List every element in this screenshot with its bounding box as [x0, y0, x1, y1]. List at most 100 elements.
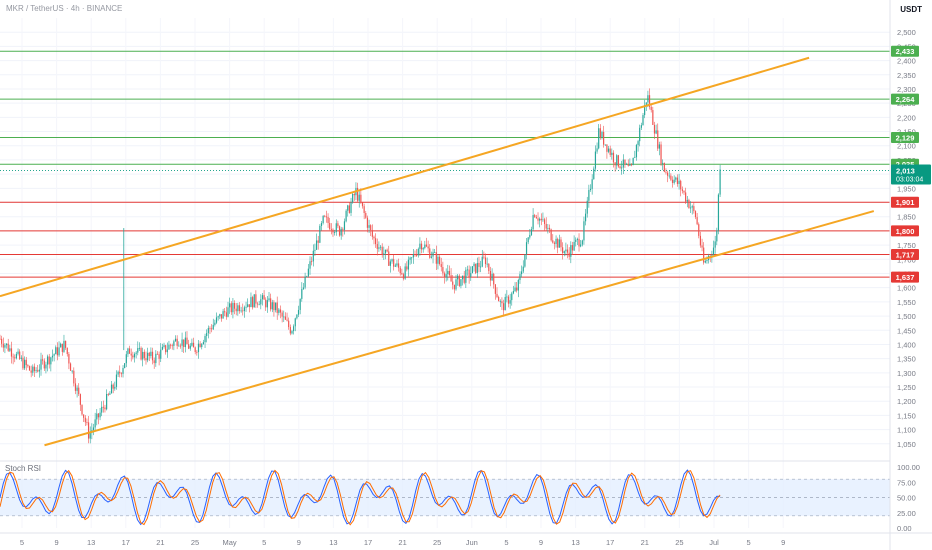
candle-body	[432, 252, 434, 257]
candle-body	[424, 244, 426, 249]
chart-title: MKR / TetherUS · 4h · BINANCE	[6, 4, 123, 13]
candle-body	[227, 307, 229, 317]
candle-body	[657, 130, 659, 149]
stoch-rsi-label: Stoch RSI	[5, 464, 42, 473]
candle-body	[288, 320, 290, 328]
candle-body	[356, 187, 359, 201]
candle-body	[601, 131, 603, 138]
candle-body	[56, 347, 59, 356]
candle-body	[589, 188, 592, 191]
candle-body	[271, 302, 273, 310]
candle-body	[2, 343, 4, 348]
candle-body	[594, 151, 597, 169]
candle-body	[471, 266, 474, 274]
candle-body	[48, 356, 50, 365]
candle-body	[598, 128, 600, 149]
candle-body	[50, 357, 52, 365]
candle-body	[566, 249, 569, 253]
candle-body	[340, 228, 342, 236]
candle-body	[676, 177, 679, 184]
candle-body	[465, 269, 467, 283]
candle-body	[342, 228, 344, 230]
candle-body	[127, 348, 129, 355]
candle-body	[243, 307, 246, 312]
candle-body	[212, 324, 214, 330]
candle-body	[260, 299, 262, 305]
candle-body	[202, 342, 204, 345]
candle-body	[539, 218, 541, 221]
candle-body	[491, 273, 493, 281]
candle-body	[461, 275, 464, 280]
price-channel[interactable]	[0, 56, 875, 447]
candle-body	[558, 239, 560, 248]
time-tick-label: 21	[398, 538, 406, 547]
candle-body	[630, 164, 633, 166]
candle-body	[453, 284, 455, 290]
price-tick-label: 2,200	[897, 113, 916, 122]
price-tick-label: 2,300	[897, 85, 916, 94]
candle-body	[652, 110, 654, 125]
price-tick-label: 1,100	[897, 426, 916, 435]
candle-body	[220, 314, 223, 319]
candle-body	[279, 309, 282, 313]
candle-body	[388, 251, 390, 266]
candle-body	[680, 180, 682, 190]
time-axis[interactable]: 5 9 13 17 21 25 May 5 9 13 17 21 25 Jun 5 9 13 17 21 25 Jul 5…	[20, 538, 785, 547]
candle-body	[553, 242, 556, 244]
candle-body	[196, 351, 198, 353]
candle-body	[296, 314, 298, 319]
countdown-label: 03:03:04	[896, 176, 923, 183]
candle-body	[498, 297, 500, 302]
candle-body	[5, 343, 8, 346]
candle-body	[51, 355, 54, 358]
candle-body	[619, 166, 621, 169]
candle-body	[717, 194, 720, 231]
candle-body	[685, 192, 687, 202]
candle-body	[97, 413, 100, 418]
candle-body	[430, 256, 432, 258]
candle-body	[24, 359, 26, 369]
candle-body	[670, 175, 672, 180]
candle-body	[252, 297, 254, 308]
candle-body	[137, 348, 139, 353]
candle-body	[701, 245, 703, 248]
candle-body	[169, 344, 172, 346]
price-tick-label: 1,150	[897, 411, 916, 420]
candle-body	[163, 345, 165, 347]
candle-body	[452, 281, 454, 285]
candle-body	[314, 249, 316, 251]
candle-body	[698, 224, 700, 236]
candle-body	[686, 199, 688, 202]
candle-body	[96, 413, 98, 420]
candle-body	[138, 347, 141, 349]
candle-body	[455, 279, 457, 290]
horizontal-levels[interactable]	[0, 50, 890, 278]
candle-body	[555, 238, 557, 244]
support-level-badge	[891, 248, 919, 260]
candle-body	[320, 223, 323, 226]
candle-body	[696, 217, 698, 225]
candle-body	[188, 344, 190, 349]
candle-body	[499, 301, 501, 303]
time-tick-label: 5	[20, 538, 24, 547]
candle-body	[183, 339, 185, 348]
candle-body	[348, 205, 350, 213]
time-tick-label: 5	[504, 538, 508, 547]
candle-body	[76, 387, 78, 391]
candle-body	[584, 213, 587, 222]
candle-body	[693, 206, 695, 212]
candle-body	[578, 238, 580, 247]
candle-body	[309, 261, 311, 269]
candle-body	[470, 273, 472, 277]
candle-body	[489, 271, 492, 281]
candle-body	[319, 225, 321, 243]
candle-body	[576, 238, 578, 240]
candle-body	[563, 251, 565, 253]
price-tick-label: 1,750	[897, 241, 916, 250]
candle-body	[509, 300, 511, 304]
candle-body	[480, 266, 482, 268]
price-tick-label: 2,500	[897, 28, 916, 37]
candle-body	[135, 352, 137, 354]
candle-body	[281, 312, 283, 317]
